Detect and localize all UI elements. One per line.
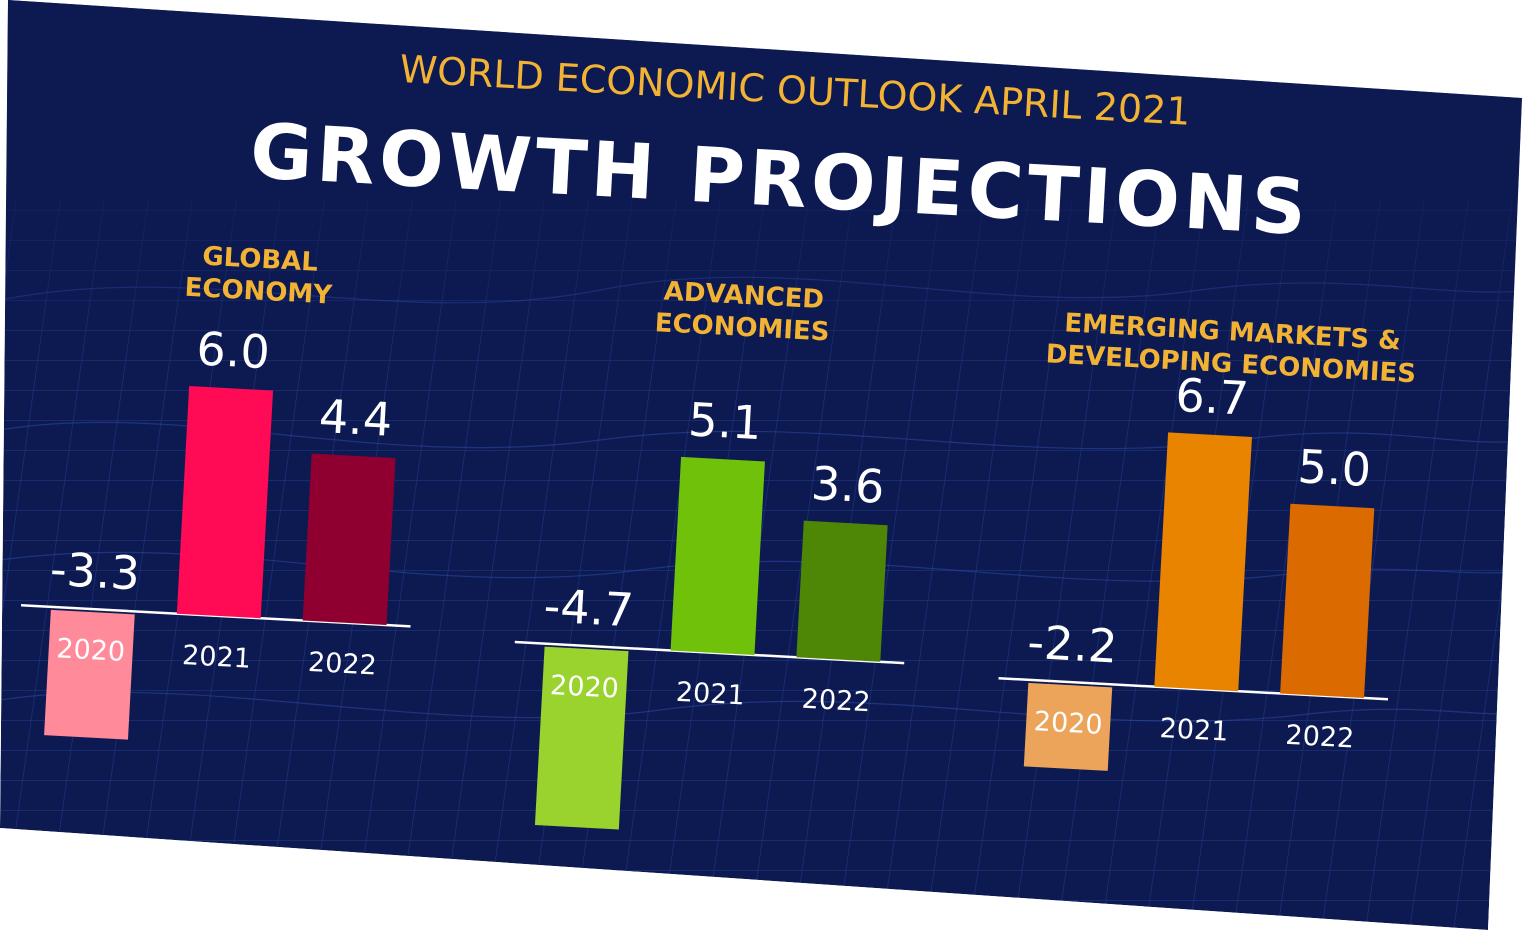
value-label: 5.0 [1296, 439, 1372, 497]
bar-2022 [302, 453, 396, 626]
group-title-line: GLOBAL [202, 242, 319, 278]
value-label: 5.1 [687, 392, 763, 450]
year-label: 2021 [181, 640, 251, 675]
chart-groups: GLOBALECONOMY-3.320206.020214.42022ADVAN… [20, 242, 1417, 830]
value-label: 4.4 [318, 389, 394, 447]
value-label: 3.6 [810, 456, 886, 514]
year-label: 2022 [307, 647, 377, 682]
bar-2022 [796, 520, 888, 662]
value-label: 6.0 [195, 321, 271, 379]
year-label: 2022 [1285, 720, 1355, 755]
bar-2021 [1154, 432, 1252, 692]
year-label: 2020 [1033, 706, 1103, 741]
bar-2021 [670, 456, 765, 655]
year-label: 2021 [1159, 713, 1229, 748]
value-label: -4.7 [542, 579, 635, 638]
year-label: 2020 [549, 670, 619, 705]
value-label: -2.2 [1026, 615, 1119, 674]
bar-2020 [534, 646, 629, 830]
bar-2022 [1280, 503, 1375, 699]
year-label: 2020 [56, 633, 126, 668]
value-label: -3.3 [49, 542, 142, 601]
year-label: 2021 [675, 677, 745, 712]
bar-2020 [1023, 682, 1113, 771]
year-label: 2022 [801, 684, 871, 719]
bar-2020 [44, 609, 135, 740]
value-label: 6.7 [1174, 368, 1250, 426]
bar-2021 [176, 386, 274, 619]
